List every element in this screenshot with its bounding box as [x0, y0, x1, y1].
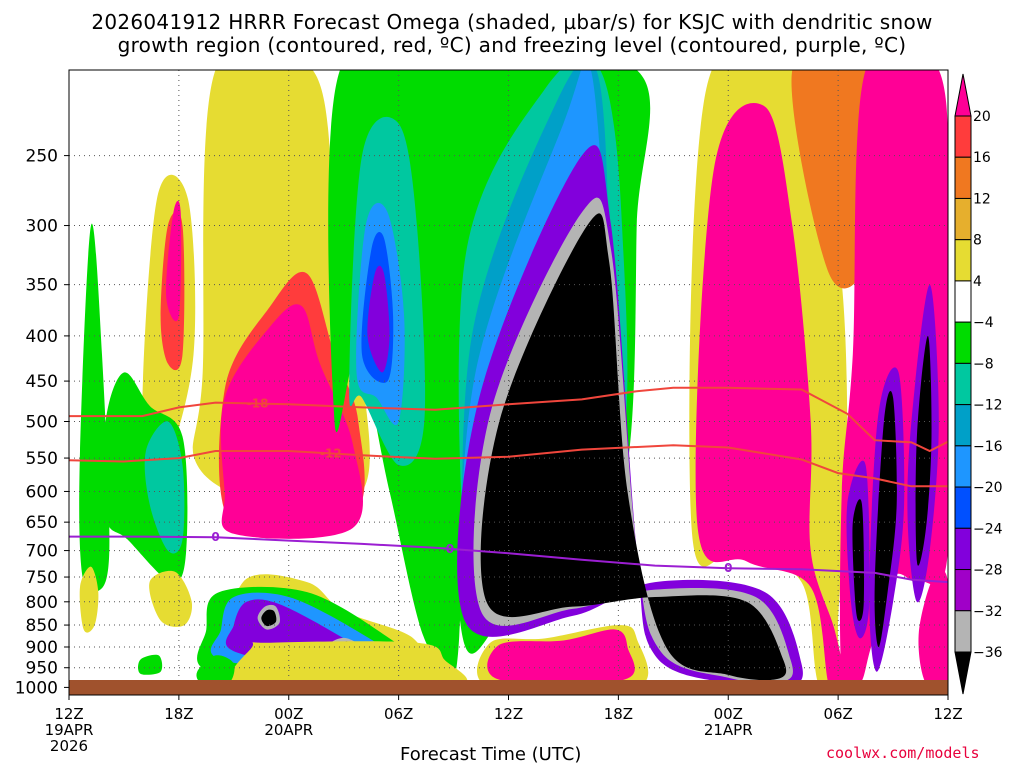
omega-region-18	[367, 265, 390, 373]
x-tick-label-36-1: 21APR	[704, 721, 753, 739]
y-tick-label-750: 750	[26, 568, 58, 588]
x-axis-title: Forecast Time (UTC)	[400, 744, 582, 765]
dgz-line-1	[69, 444, 948, 488]
colorbar-box-3	[954, 197, 972, 241]
x-tick-label-42-0: 06Z	[823, 705, 852, 723]
x-tick-label-0-1: 19APR	[45, 721, 94, 739]
omega-region-43	[79, 566, 99, 633]
x-tick-label-0-0: 12Z	[54, 705, 83, 723]
colorbar-label-13: −36	[973, 645, 1003, 661]
colorbar-box-5	[954, 280, 972, 323]
colorbar-label-6: −8	[973, 356, 994, 372]
y-tick-label-300: 300	[26, 217, 58, 237]
colorbar-box-1	[954, 115, 972, 158]
omega-region-42	[144, 421, 185, 554]
freezing-level-label-1: 0	[724, 561, 732, 575]
colorbar-label-0: 20	[973, 109, 991, 125]
colorbar-box-2	[954, 156, 972, 199]
y-tick-label-400: 400	[26, 327, 58, 347]
colorbar-label-5: −4	[973, 315, 994, 331]
colorbar-label-1: 16	[973, 150, 991, 166]
x-tick-label-12-1: 20APR	[264, 721, 313, 739]
x-tick-label-6-0: 18Z	[164, 705, 193, 723]
colorbar-box-6	[954, 321, 972, 364]
colorbar-label-12: −32	[973, 604, 1003, 620]
y-tick-label-350: 350	[26, 276, 58, 296]
omega-region-36	[874, 390, 897, 648]
colorbar-bottom-arrow	[954, 651, 972, 695]
colorbar-label-11: −28	[973, 563, 1003, 579]
y-axis-ticks: 2503003504004505005506006507007508008509…	[15, 147, 69, 698]
dgz-line-0	[69, 386, 948, 453]
omega-region-30	[695, 102, 844, 693]
omega-region-26	[480, 213, 787, 681]
x-tick-label-0-2: 2026	[50, 737, 88, 755]
omega-region-44	[149, 570, 193, 627]
freezing-level-label-0: 0	[446, 542, 454, 556]
credit-link[interactable]: coolwx.com/models	[826, 744, 980, 762]
y-tick-label-500: 500	[26, 413, 58, 433]
colorbar-label-3: 8	[973, 233, 982, 249]
omega-region-45	[138, 654, 163, 675]
y-tick-label-1000: 1000	[15, 678, 58, 698]
y-tick-label-700: 700	[26, 542, 58, 562]
x-tick-label-30-0: 18Z	[604, 705, 633, 723]
y-tick-label-900: 900	[26, 638, 58, 658]
colorbar: 20 16 12 8 4 −4 −8 −12 −16 −20 −24 −28 −32 −36	[954, 73, 1003, 695]
contour-layer: -18 -12 0 0 0	[69, 386, 948, 584]
omega-region-38	[915, 335, 932, 566]
freezing-level-label-2: 0	[211, 530, 219, 544]
x-tick-label-24-0: 12Z	[494, 705, 523, 723]
colorbar-label-7: −12	[973, 398, 1003, 414]
grid-layer	[69, 70, 948, 695]
omega-region-40	[79, 223, 110, 594]
omega-region-39	[918, 569, 948, 694]
x-tick-label-12-0: 00Z	[274, 705, 303, 723]
y-tick-label-950: 950	[26, 659, 58, 679]
colorbar-label-8: −16	[973, 439, 1003, 455]
omega-region-19	[230, 641, 468, 692]
colorbar-label-9: −20	[973, 480, 1003, 496]
x-tick-label-36-0: 00Z	[714, 705, 743, 723]
colorbar-label-4: 4	[973, 274, 982, 290]
colorbar-box-10	[954, 486, 972, 529]
omega-region-34	[852, 499, 865, 622]
colorbar-label-2: 12	[973, 191, 991, 207]
omega-shading-layer	[79, 70, 948, 695]
colorbar-box-8	[954, 404, 972, 447]
omega-region-31	[791, 70, 875, 289]
y-tick-label-450: 450	[26, 372, 58, 392]
chart-title: 2026041912 HRRR Forecast Omega (shaded, …	[91, 10, 933, 34]
colorbar-top-arrow	[954, 73, 972, 117]
colorbar-label-10: −24	[973, 521, 1003, 537]
omega-region-2	[165, 200, 182, 322]
chart-subtitle: growth region (contoured, red, ºC) and f…	[117, 33, 907, 57]
y-tick-label-800: 800	[26, 593, 58, 613]
colorbar-box-11	[954, 527, 972, 571]
y-tick-label-650: 650	[26, 513, 58, 533]
omega-region-46	[196, 655, 235, 686]
colorbar-box-7	[954, 362, 972, 406]
y-tick-label-250: 250	[26, 147, 58, 167]
dgz-line-label-0: -18	[247, 397, 269, 411]
dgz-line-label-1: -12	[320, 446, 342, 460]
omega-region-5	[220, 304, 363, 539]
colorbar-box-4	[954, 239, 972, 282]
x-tick-label-48-0: 12Z	[933, 705, 962, 723]
omega-region-28	[487, 629, 635, 684]
colorbar-box-9	[954, 445, 972, 488]
y-tick-label-550: 550	[26, 449, 58, 469]
colorbar-box-13	[954, 610, 972, 653]
x-tick-label-18-0: 06Z	[384, 705, 413, 723]
y-tick-label-850: 850	[26, 616, 58, 636]
colorbar-box-12	[954, 569, 972, 612]
omega-region-11	[261, 609, 277, 627]
ground-bar	[69, 680, 948, 695]
freezing-level-line	[69, 535, 948, 584]
y-tick-label-600: 600	[26, 482, 58, 502]
